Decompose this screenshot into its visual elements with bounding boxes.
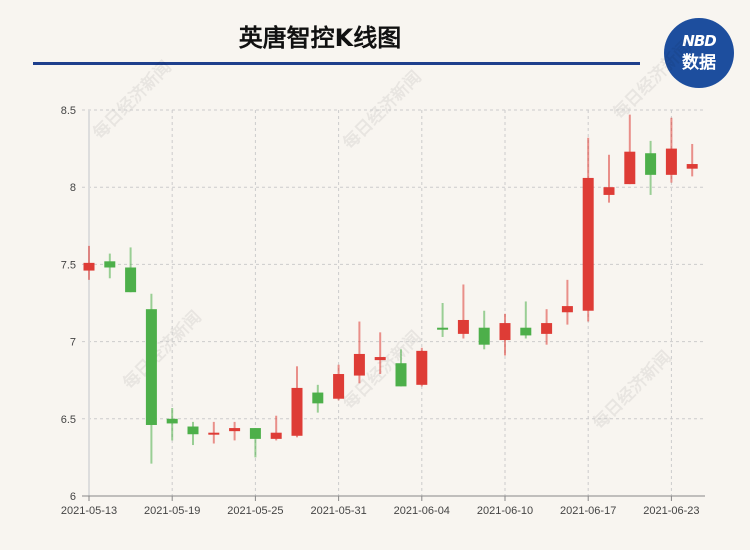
candle-up xyxy=(499,323,511,341)
nbd-logo: NBD 数据 xyxy=(664,18,734,88)
candle-down xyxy=(125,267,137,293)
candle-down xyxy=(187,426,199,435)
watermark-text: 每日经济新闻 xyxy=(89,57,176,144)
watermark-text: 每日经济新闻 xyxy=(589,347,676,434)
candle-up xyxy=(541,323,553,334)
candle-down xyxy=(395,363,407,387)
watermark-text: 每日经济新闻 xyxy=(339,327,426,414)
candle-down xyxy=(166,418,178,424)
candle-up xyxy=(229,428,241,432)
candle-down xyxy=(478,327,490,345)
title-underline xyxy=(33,62,640,65)
y-tick-label: 7 xyxy=(70,337,76,349)
y-tick-label: 8.5 xyxy=(61,105,76,117)
candle-up xyxy=(624,151,636,185)
x-tick-label: 2021-06-10 xyxy=(477,505,533,517)
candle-down xyxy=(312,392,324,404)
y-tick-label: 8 xyxy=(70,182,76,194)
x-tick-label: 2021-05-19 xyxy=(144,505,200,517)
candle-up xyxy=(686,164,698,169)
x-tick-label: 2021-05-31 xyxy=(310,505,366,517)
candle-up xyxy=(291,387,303,436)
y-tick-label: 6.5 xyxy=(61,414,76,426)
candle-up xyxy=(561,306,573,313)
candle-down xyxy=(437,327,449,330)
x-tick-label: 2021-06-17 xyxy=(560,505,616,517)
candle-down xyxy=(145,309,157,425)
logo-line2: 数据 xyxy=(682,53,716,73)
candle-down xyxy=(249,428,261,439)
x-tick-label: 2021-05-13 xyxy=(61,505,117,517)
candle-up xyxy=(416,350,428,385)
candle-down xyxy=(104,261,116,268)
x-tick-label: 2021-06-23 xyxy=(643,505,699,517)
candle-up xyxy=(270,432,282,439)
watermark-text: 每日经济新闻 xyxy=(119,307,206,394)
chart-title: 英唐智控K线图 xyxy=(238,24,402,52)
y-tick-label: 7.5 xyxy=(61,259,76,271)
candle-up xyxy=(353,353,365,376)
logo-line1: NBD xyxy=(682,32,716,50)
candle-up xyxy=(208,432,220,435)
candle-down xyxy=(645,153,657,175)
candle-up xyxy=(333,374,345,399)
candle-up xyxy=(665,148,677,175)
candle-up xyxy=(457,319,469,334)
candle-up xyxy=(582,177,594,311)
candle-up xyxy=(83,262,95,271)
y-tick-label: 6 xyxy=(70,491,76,503)
candle-up xyxy=(603,187,615,195)
candle-down xyxy=(520,327,532,336)
x-tick-label: 2021-05-25 xyxy=(227,505,283,517)
x-tick-label: 2021-06-04 xyxy=(394,505,450,517)
candle-up xyxy=(374,357,386,361)
